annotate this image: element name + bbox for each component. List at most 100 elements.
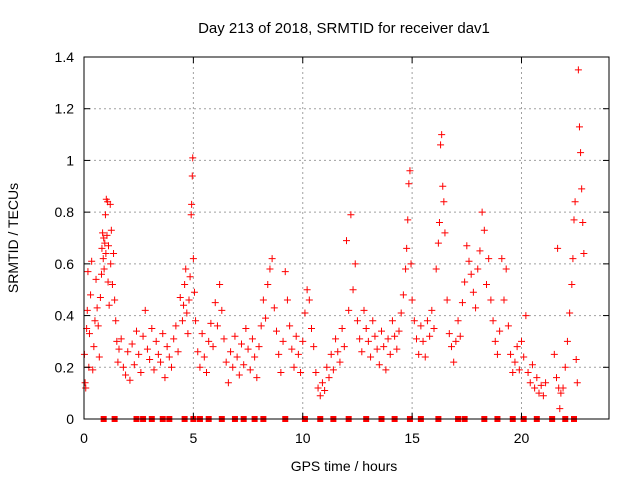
- data-point: [563, 337, 571, 345]
- data-point: [89, 366, 97, 374]
- y-tick-label: 1: [66, 152, 74, 168]
- data-point: [574, 66, 582, 74]
- data-point: [553, 374, 560, 382]
- y-tick-label: 1.4: [55, 49, 75, 65]
- data-point: [184, 330, 192, 338]
- data-point: [82, 384, 90, 392]
- data-point: [292, 332, 300, 340]
- data-point: [504, 322, 512, 330]
- data-point: [539, 392, 547, 400]
- data-point: [159, 330, 167, 338]
- data-point: [146, 356, 154, 364]
- data-point: [176, 293, 184, 301]
- data-point: [189, 154, 197, 162]
- data-point: [467, 270, 475, 278]
- data-point: [209, 343, 217, 351]
- data-point: [380, 343, 388, 351]
- data-point: [85, 330, 93, 338]
- data-point: [94, 322, 102, 330]
- data-point: [259, 296, 267, 304]
- data-point: [573, 379, 581, 387]
- x-tick-label: 10: [295, 430, 311, 446]
- data-point: [364, 337, 372, 345]
- data-point: [107, 226, 115, 234]
- data-point: [115, 345, 123, 353]
- data-point: [305, 296, 313, 304]
- data-point: [190, 288, 198, 296]
- data-point: [122, 371, 130, 379]
- data-point: [275, 350, 283, 358]
- data-point: [95, 353, 103, 361]
- data-point: [375, 361, 383, 369]
- data-point: [218, 306, 226, 314]
- data-point: [360, 306, 368, 314]
- data-point: [111, 296, 119, 304]
- data-point: [91, 317, 99, 325]
- data-point: [493, 350, 501, 358]
- data-point: [439, 182, 447, 190]
- data-point: [213, 322, 221, 330]
- data-point: [148, 325, 156, 332]
- data-point: [207, 319, 215, 327]
- data-point: [130, 361, 138, 369]
- data-point: [556, 405, 564, 413]
- data-point: [257, 322, 265, 330]
- data-point: [227, 348, 235, 356]
- data-point: [318, 379, 326, 387]
- data-point: [186, 273, 194, 281]
- data-point: [301, 309, 309, 317]
- data-point: [351, 260, 359, 268]
- data-point: [550, 350, 558, 358]
- data-point: [135, 350, 143, 358]
- data-point: [187, 211, 195, 219]
- data-point: [483, 281, 490, 289]
- data-point: [443, 296, 451, 304]
- y-tick-label: 0.2: [55, 359, 75, 375]
- data-point: [101, 239, 109, 247]
- data-point: [349, 286, 357, 294]
- data-point: [246, 366, 254, 374]
- data-point: [310, 343, 318, 351]
- data-point: [428, 306, 436, 314]
- data-point: [231, 332, 239, 340]
- y-tick-label: 1.2: [55, 101, 75, 117]
- data-point: [531, 384, 539, 392]
- data-point: [472, 304, 480, 312]
- data-point: [378, 327, 385, 335]
- data-point: [253, 374, 261, 382]
- data-point: [205, 337, 213, 345]
- data-point: [216, 281, 224, 289]
- data-point: [535, 389, 543, 397]
- data-point: [174, 348, 182, 356]
- data-point: [139, 332, 147, 340]
- data-point: [196, 363, 204, 371]
- data-point: [518, 337, 525, 345]
- data-point: [244, 345, 252, 353]
- data-point: [542, 379, 550, 387]
- data-point: [487, 296, 495, 304]
- data-point: [128, 340, 136, 348]
- data-point: [561, 363, 569, 371]
- data-point: [96, 293, 104, 301]
- data-point: [469, 288, 477, 296]
- data-point: [369, 317, 377, 325]
- y-tick-label: 0.4: [55, 308, 75, 324]
- data-point: [332, 335, 340, 343]
- data-point: [500, 296, 508, 304]
- data-point: [423, 317, 431, 325]
- data-point: [110, 250, 118, 258]
- data-point: [141, 306, 149, 314]
- data-point: [458, 299, 466, 307]
- data-point: [288, 345, 296, 353]
- data-point: [507, 350, 515, 358]
- data-point: [362, 325, 370, 332]
- data-point: [299, 337, 307, 345]
- data-point: [161, 374, 169, 382]
- data-point: [182, 265, 190, 273]
- data-point: [297, 368, 305, 376]
- data-point: [404, 216, 412, 224]
- data-point: [343, 237, 350, 245]
- data-point: [150, 366, 158, 374]
- data-point: [251, 353, 259, 361]
- data-point: [391, 332, 399, 340]
